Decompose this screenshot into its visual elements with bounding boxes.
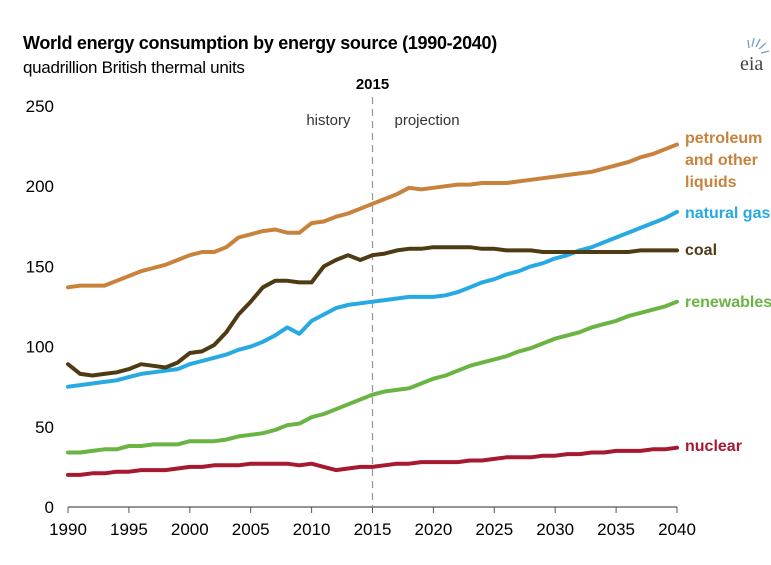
series-label-petroleum-and-other-liquids: petroleum and other liquids bbox=[685, 130, 762, 191]
series-lines bbox=[66, 142, 679, 477]
x-tick-label: 2030 bbox=[536, 520, 574, 539]
x-tick-label: 2040 bbox=[658, 520, 696, 539]
y-tick-label: 250 bbox=[26, 97, 54, 116]
series-label-line: natural gas bbox=[685, 205, 770, 222]
series-label-line: nuclear bbox=[685, 438, 742, 455]
y-tick-label: 0 bbox=[45, 498, 54, 517]
series-label-line: and other bbox=[685, 152, 758, 169]
y-tick-label: 150 bbox=[26, 257, 54, 276]
y-tick-label: 100 bbox=[26, 338, 54, 357]
series-line-natural-gas bbox=[66, 209, 679, 389]
series-label-line: petroleum bbox=[685, 130, 762, 147]
series-label-line: coal bbox=[685, 242, 717, 259]
series-label-natural-gas: natural gas bbox=[685, 205, 770, 222]
series-label-line: renewables bbox=[685, 294, 771, 311]
y-tick-label: 200 bbox=[26, 177, 54, 196]
series-line-coal bbox=[66, 245, 679, 378]
x-tick-label: 2025 bbox=[475, 520, 513, 539]
x-tick-label: 2015 bbox=[354, 520, 392, 539]
chart-subtitle: quadrillion British thermal units bbox=[23, 58, 245, 77]
x-tick-label: 2010 bbox=[293, 520, 331, 539]
chart-axes: 0 50 100 150 200 250 1990 1995 2000 2005 2010 2015 2… bbox=[26, 97, 696, 539]
series-line-renewables bbox=[66, 299, 679, 455]
series-line-petroleum-and-other-liquids bbox=[66, 142, 679, 290]
x-tick-label: 1995 bbox=[110, 520, 148, 539]
series-label-nuclear: nuclear bbox=[685, 438, 742, 455]
series-label-line: liquids bbox=[685, 174, 737, 191]
eia-logo-icon: eia bbox=[740, 37, 770, 74]
x-tick-label: 2005 bbox=[232, 520, 270, 539]
marker-year-label: 2015 bbox=[356, 76, 389, 93]
x-tick-label: 2020 bbox=[414, 520, 452, 539]
history-label: history bbox=[306, 112, 351, 129]
y-tick-label: 50 bbox=[35, 418, 54, 437]
year-marker: 2015 history projection bbox=[306, 76, 460, 507]
x-tick-label: 2035 bbox=[597, 520, 635, 539]
x-tick-label: 1990 bbox=[49, 520, 87, 539]
series-line-nuclear bbox=[66, 445, 679, 477]
eia-logo-text: eia bbox=[740, 53, 763, 74]
series-label-renewables: renewables bbox=[685, 294, 771, 311]
projection-label: projection bbox=[395, 112, 460, 129]
chart-title: World energy consumption by energy sourc… bbox=[23, 33, 497, 53]
series-labels: petroleum and other liquids natural gas coal… bbox=[685, 130, 771, 455]
x-tick-label: 2000 bbox=[171, 520, 209, 539]
series-label-coal: coal bbox=[685, 242, 717, 259]
